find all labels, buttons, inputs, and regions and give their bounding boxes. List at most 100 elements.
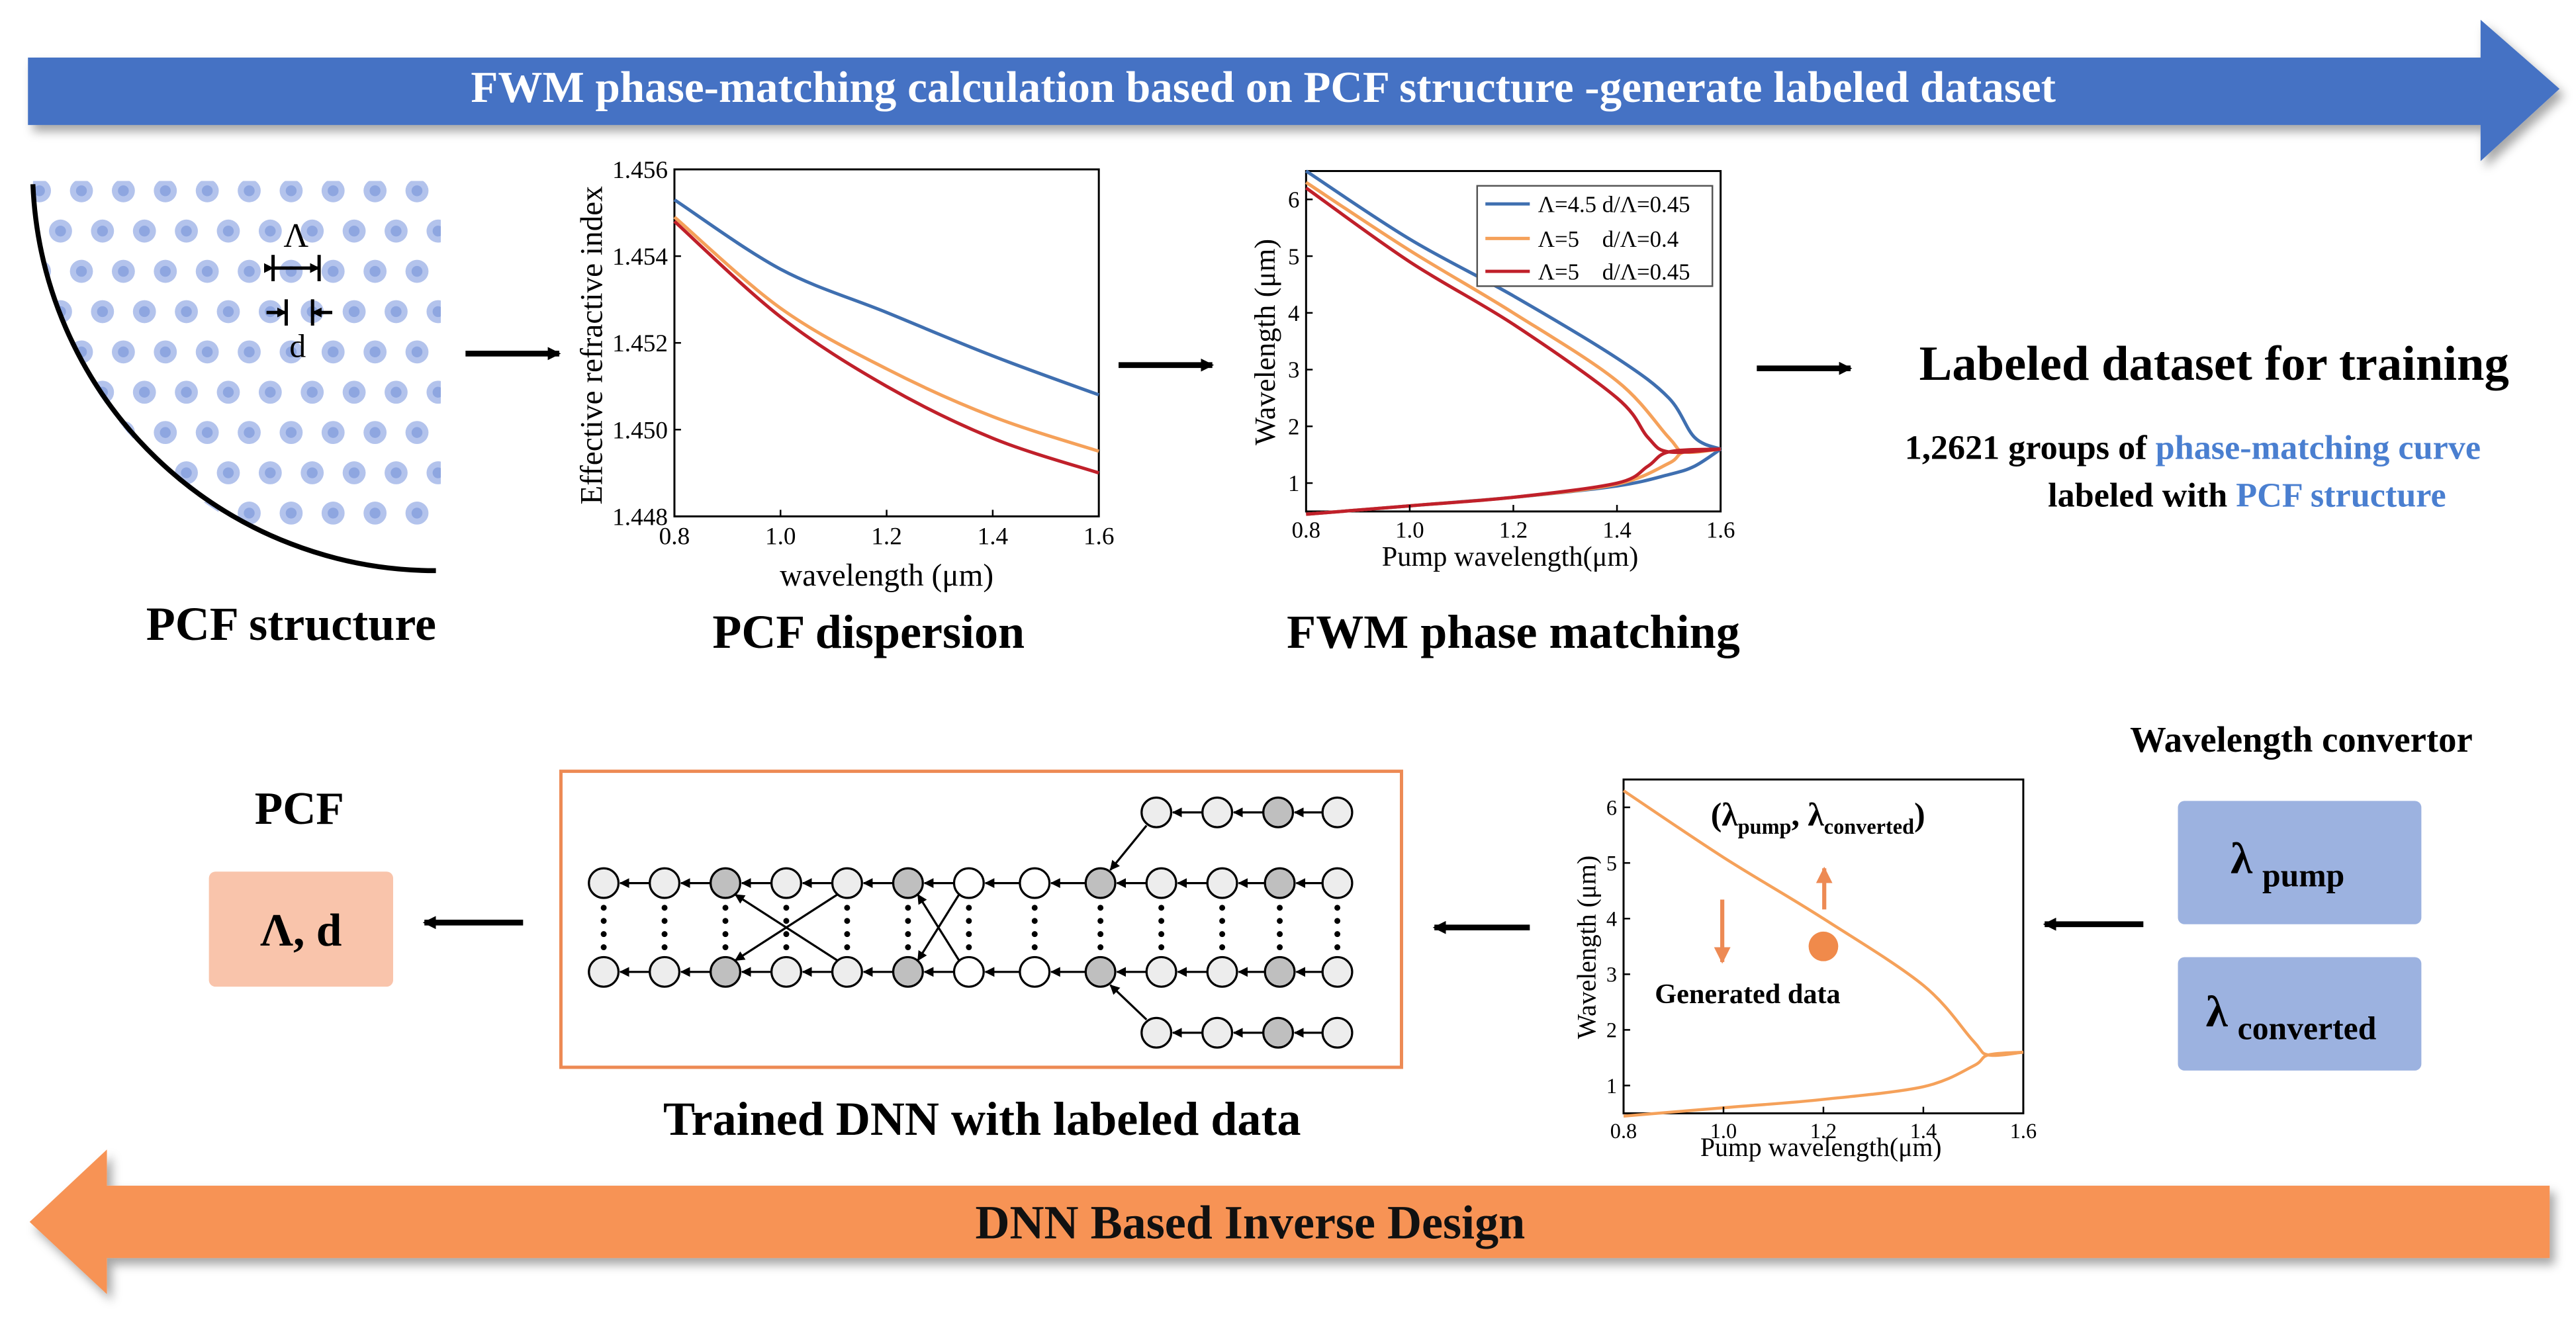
dispersion-y-tick-label: 1.452	[612, 330, 668, 357]
dispersion-x-tick-label: 1.4	[978, 523, 1009, 551]
dnn-ellipsis-dot	[1031, 905, 1038, 911]
dnn-ellipsis-dot	[966, 905, 972, 911]
pcf-air-hole	[32, 502, 52, 525]
pcf-air-hole-core	[34, 508, 45, 519]
phase-y-tick-label: 2	[1288, 414, 1299, 439]
pcf-air-hole-core	[118, 185, 129, 197]
pcf-air-hole-core	[244, 346, 255, 358]
pcf-air-hole-core	[97, 306, 109, 318]
dnn-ellipsis-dot	[1219, 905, 1226, 911]
dnn-node	[1084, 955, 1117, 988]
dnn-input-node	[1140, 796, 1173, 828]
dnn-node	[952, 867, 985, 899]
pcf-air-hole-core	[411, 508, 423, 519]
pcf-air-hole	[69, 502, 93, 525]
dnn-ellipsis-dot	[1219, 918, 1226, 924]
dnn-ellipsis-dot	[905, 905, 911, 911]
legend-entry-2: Λ=5 d/Λ=0.4	[1538, 226, 1679, 252]
dnn-node	[710, 867, 742, 899]
pcf-air-hole-core	[201, 346, 213, 358]
dnn-ellipsis-dot	[966, 944, 972, 951]
dnn-node	[1019, 867, 1051, 899]
phase-y-tick-label: 6	[1288, 187, 1299, 213]
dnn-ellipsis-dot	[905, 944, 911, 951]
dnn-diagram: Trained DNN with labeled data	[559, 770, 1403, 1145]
dispersion-x-axis-label: wavelength (μm)	[780, 558, 993, 593]
dnn-ellipsis-dot	[1334, 944, 1341, 951]
pcf-air-hole	[49, 461, 72, 484]
dnn-input-node	[1201, 796, 1234, 828]
pcf-air-hole-core	[201, 427, 213, 438]
converter-x-tick-label: 1.2	[1810, 1119, 1837, 1143]
converter-x-tick-label: 1.6	[2010, 1119, 2037, 1143]
dnn-node	[1321, 955, 1354, 988]
dispersion-caption: PCF dispersion	[712, 605, 1025, 658]
dnn-ellipsis-dot	[600, 918, 607, 924]
dnn-ellipsis-dot	[1158, 944, 1165, 951]
dnn-node	[1264, 955, 1296, 988]
pcf-air-hole-core	[328, 185, 339, 197]
pcf-air-hole-core	[34, 346, 45, 358]
phase-x-tick-label: 1.6	[1706, 517, 1735, 543]
dnn-ellipsis-dot	[600, 905, 607, 911]
pcf-air-hole-core	[75, 508, 87, 519]
converter-x-axis-label: Pump wavelength(μm)	[1700, 1133, 1942, 1162]
converter-curve-chart: 0.8 1.0 1.2 1.4 1.6 1 2 3 4 5 6 (λpump, λconverted…	[1573, 778, 2037, 1162]
pcf-air-hole-core	[348, 225, 360, 237]
dnn-node	[588, 955, 620, 988]
dnn-ellipsis-dot	[783, 918, 790, 924]
pcf-air-hole-core	[75, 265, 87, 277]
dnn-node	[831, 867, 863, 899]
pcf-air-hole-core	[306, 386, 318, 398]
pcf-air-hole-core	[328, 265, 339, 277]
pcf-air-hole-core	[348, 386, 360, 398]
pcf-air-hole-core	[265, 225, 276, 237]
pcf-air-hole-core	[432, 225, 441, 237]
pcf-air-hole-core	[75, 427, 87, 438]
pcf-air-hole-core	[181, 386, 192, 398]
pcf-air-hole-core	[55, 467, 66, 478]
dnn-node	[770, 955, 802, 988]
phase-x-tick-label: 1.0	[1395, 517, 1424, 543]
dispersion-y-tick-label: 1.448	[612, 504, 668, 531]
dispersion-x-tick-label: 0.8	[659, 523, 690, 551]
pcf-air-hole	[49, 380, 72, 404]
converter-x-tick-label: 0.8	[1610, 1119, 1637, 1143]
dnn-frame	[559, 770, 1403, 1069]
converter-y-tick-label: 2	[1606, 1018, 1617, 1042]
highlight-data-point	[1808, 931, 1839, 961]
pcf-air-hole-core	[285, 427, 297, 438]
dnn-node	[831, 955, 863, 988]
dnn-ellipsis-dot	[1097, 931, 1104, 938]
generated-data-label: Generated data	[1655, 979, 1840, 1010]
dnn-node	[1206, 955, 1238, 988]
legend-entry-3: Λ=5 d/Λ=0.45	[1538, 259, 1690, 285]
dnn-connection	[1109, 984, 1148, 1021]
pcf-air-hole-core	[244, 427, 255, 438]
dnn-node	[1145, 955, 1177, 988]
pcf-air-hole-core	[328, 508, 339, 519]
pcf-output: PCF Λ, d	[208, 783, 393, 987]
phase-series-lower-branch	[1306, 447, 1721, 516]
pcf-air-hole-core	[453, 347, 464, 357]
phase-x-axis-label: Pump wavelength(μm)	[1382, 541, 1639, 572]
dispersion-series-line	[673, 198, 1100, 397]
pcf-air-hole-core	[55, 225, 66, 237]
pcf-air-hole-core	[201, 185, 213, 197]
bottom-banner-arrow: DNN Based Inverse Design	[29, 1149, 2550, 1294]
dnn-ellipsis-dot	[905, 918, 911, 924]
pcf-air-hole-core	[222, 306, 234, 318]
pcf-air-hole-core	[160, 185, 171, 197]
pcf-air-hole-core	[285, 346, 297, 358]
bottom-banner-shape	[29, 1149, 2550, 1294]
pcf-air-hole-core	[453, 266, 464, 277]
pcf-air-hole-core	[432, 306, 441, 318]
pcf-air-hole-core	[222, 225, 234, 237]
dnn-ellipsis-dot	[844, 905, 851, 911]
dnn-node	[1145, 867, 1177, 899]
pcf-air-hole-core	[285, 508, 297, 519]
pcf-structure-caption: PCF structure	[146, 598, 436, 650]
dnn-ellipsis-dot	[1097, 905, 1104, 911]
dnn-connection	[734, 893, 838, 961]
dnn-ellipsis-dot	[783, 931, 790, 938]
